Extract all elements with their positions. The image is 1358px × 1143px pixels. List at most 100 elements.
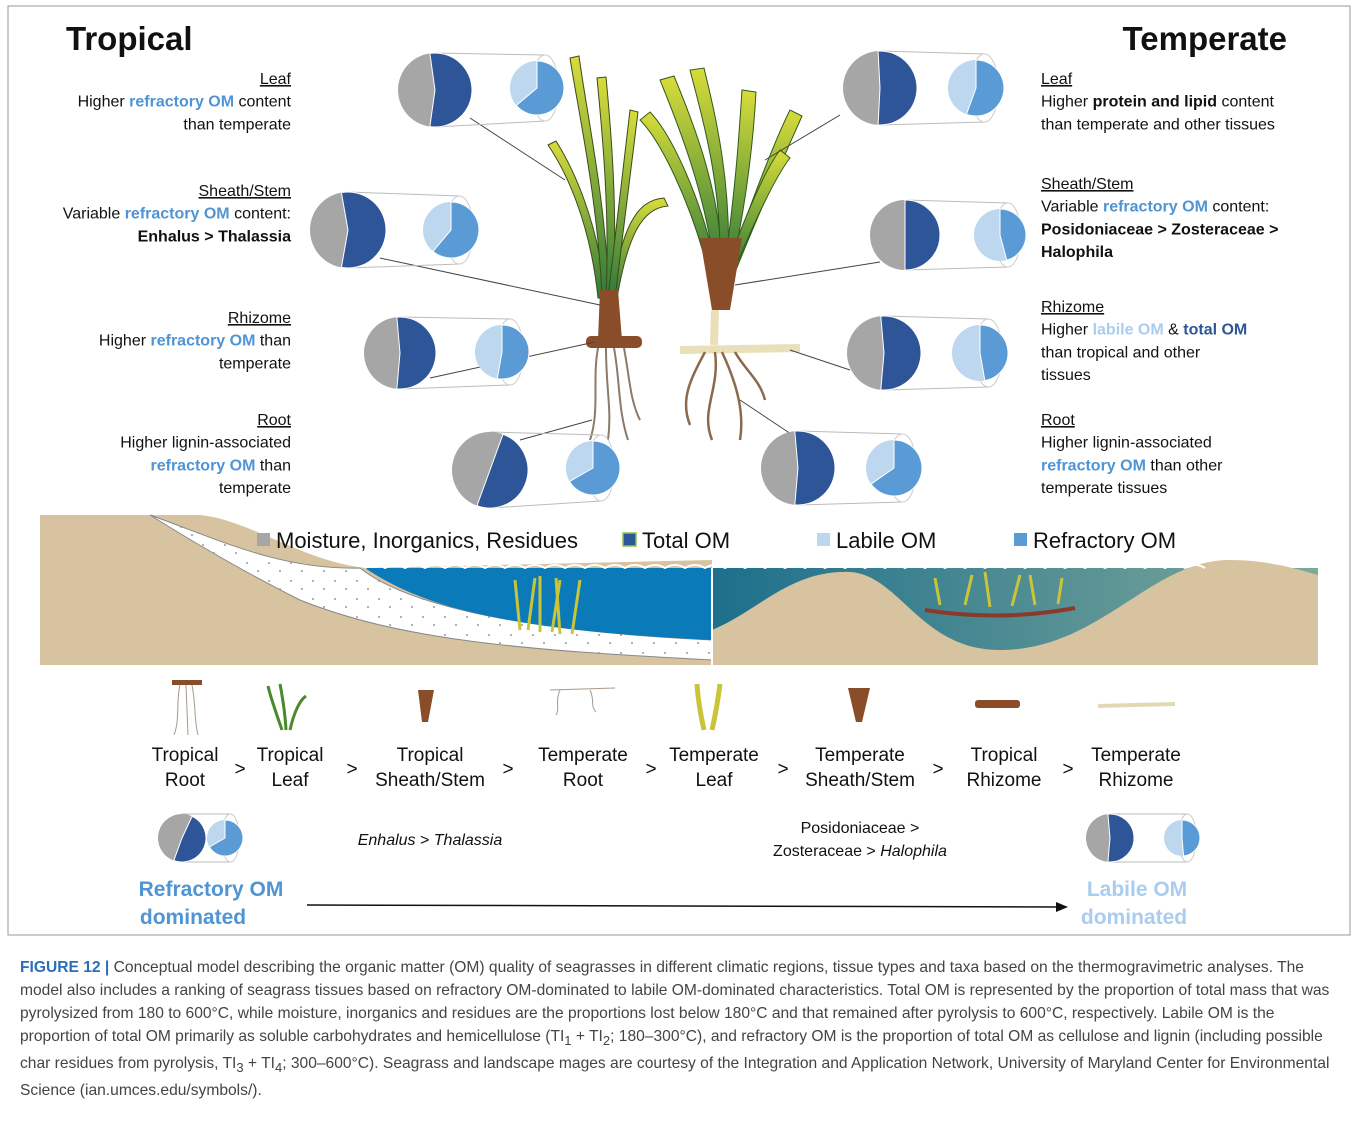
description-run: than other — [1146, 457, 1223, 474]
description-run: protein and lipid — [1093, 94, 1217, 111]
caption-text: + TI — [571, 1028, 603, 1045]
note-part: > — [416, 832, 434, 849]
description-line: Higher refractory OM content — [78, 94, 292, 111]
description-line: Higher lignin-associated — [120, 435, 291, 452]
caption-label: FIGURE 12 | — [20, 959, 110, 976]
note-part: Thalassia — [434, 832, 503, 849]
description-run: labile OM — [1093, 322, 1164, 339]
description-run: temperate — [219, 355, 291, 372]
description-run: Posidoniaceae > Zosteraceae > — [1041, 221, 1278, 238]
ranking-label: Tropical — [152, 745, 219, 766]
ranking-label: Temperate — [669, 745, 759, 766]
pie-slice — [515, 60, 565, 116]
caption-sub: 2 — [602, 1033, 611, 1049]
temperate-title: Temperate — [1123, 20, 1287, 57]
description-run: refractory OM — [150, 333, 255, 350]
pie-slice — [476, 433, 529, 509]
pie-outline — [1110, 813, 1188, 863]
note-part: Enhalus — [358, 832, 416, 849]
endpoint-right: dominated — [1081, 906, 1187, 929]
description-line: Variable refractory OM content: — [63, 206, 291, 223]
ranking-label: Tropical — [971, 745, 1038, 766]
description-line: Enhalus > Thalassia — [138, 228, 292, 245]
pie-slice — [1107, 813, 1135, 863]
description-run: Higher lignin-associated — [120, 435, 291, 452]
endpoint-left: dominated — [140, 906, 246, 929]
description-line: Higher refractory OM than — [99, 333, 291, 350]
pie-slice — [1181, 819, 1201, 857]
pie-slice — [496, 324, 530, 380]
caption-text: ; 300–600°C). Seagrass and landscape mag… — [20, 1055, 1330, 1100]
ranking-label: Sheath/Stem — [805, 770, 915, 791]
ranking: Tropical Root Tropical Leaf Tropical Sheath/S… — [152, 745, 1181, 791]
figure: Tropical Temperate — [7, 5, 1351, 936]
description-run: Higher — [99, 333, 151, 350]
ranking-label: Tropical — [257, 745, 324, 766]
pie-outline — [879, 50, 985, 126]
legend-swatch — [622, 532, 637, 547]
pie-slice — [568, 440, 621, 496]
legend-label: Moisture, Inorganics, Residues — [276, 528, 578, 553]
legend-swatch — [817, 533, 830, 546]
description-line: than tropical and other — [1041, 344, 1201, 361]
ranking-label: Root — [563, 770, 604, 791]
pie-slice — [880, 315, 922, 391]
description-line: Higher protein and lipid content — [1041, 94, 1275, 111]
tissue-heading: Sheath/Stem — [199, 183, 292, 200]
pie-slice — [870, 439, 923, 497]
caption-sub: 4 — [274, 1060, 283, 1076]
pie-outline — [904, 199, 1008, 271]
description-run: content — [234, 94, 291, 111]
ranking-separator: > — [346, 759, 357, 780]
pie-slice — [999, 208, 1027, 261]
description-run: refractory OM — [150, 457, 255, 474]
description-line: than temperate — [183, 116, 291, 133]
description-run: total OM — [1183, 322, 1247, 339]
tissue-heading: Rhizome — [228, 310, 291, 327]
description-line: temperate — [219, 355, 291, 372]
pie-group — [847, 315, 1009, 391]
tissue-heading: Rhizome — [1041, 299, 1104, 316]
ranking-label: Sheath/Stem — [375, 770, 485, 791]
legend-label: Total OM — [642, 528, 730, 553]
ranking-icons — [172, 680, 1176, 736]
landscape — [40, 514, 1318, 665]
tropical-title: Tropical — [66, 20, 193, 57]
pie-slice — [979, 324, 1009, 382]
ranking-separator: > — [777, 759, 788, 780]
ranking-label: Temperate — [538, 745, 628, 766]
ranking-label: Root — [165, 770, 206, 791]
ranking-separator: > — [1062, 759, 1073, 780]
descriptions: Leaf Higher refractory OM content than tem… — [63, 71, 1279, 497]
description-run: Higher lignin-associated — [1041, 435, 1212, 452]
description-run: than — [255, 333, 291, 350]
pie-slice — [208, 819, 244, 857]
pie-group — [452, 431, 621, 509]
ranking-separator: > — [645, 759, 656, 780]
tissue-heading: Root — [1041, 412, 1075, 429]
legend-swatch — [257, 533, 270, 546]
pie-slice — [965, 59, 1005, 117]
arrow-head — [1056, 902, 1068, 912]
pie-slice — [396, 316, 437, 390]
note-part: Zosteraceae > — [773, 843, 880, 860]
description-run: content — [1217, 94, 1274, 111]
pie-slice — [173, 815, 207, 863]
pie-outline — [347, 191, 460, 269]
description-run: than temperate and other tissues — [1041, 116, 1275, 133]
caption-text: Conceptual model describing the organic … — [20, 959, 1330, 1045]
description-line: tissues — [1041, 367, 1091, 384]
tissue-heading: Leaf — [260, 71, 292, 88]
description-line: Variable refractory OM content: — [1041, 199, 1269, 216]
tissue-heading: Leaf — [1041, 71, 1073, 88]
description-run: refractory OM — [1103, 199, 1208, 216]
ranking-separator: > — [502, 759, 513, 780]
ranking-label: Leaf — [272, 770, 310, 791]
pie-group — [310, 191, 480, 269]
legend-label: Refractory OM — [1033, 528, 1176, 553]
ranking-label: Temperate — [1091, 745, 1181, 766]
description-line: temperate tissues — [1041, 480, 1167, 497]
caption-text: ; 180–300°C), and refractory OM is the p… — [20, 1028, 1323, 1073]
ranking-label: Leaf — [696, 770, 734, 791]
description-line: Higher lignin-associated — [1041, 435, 1212, 452]
